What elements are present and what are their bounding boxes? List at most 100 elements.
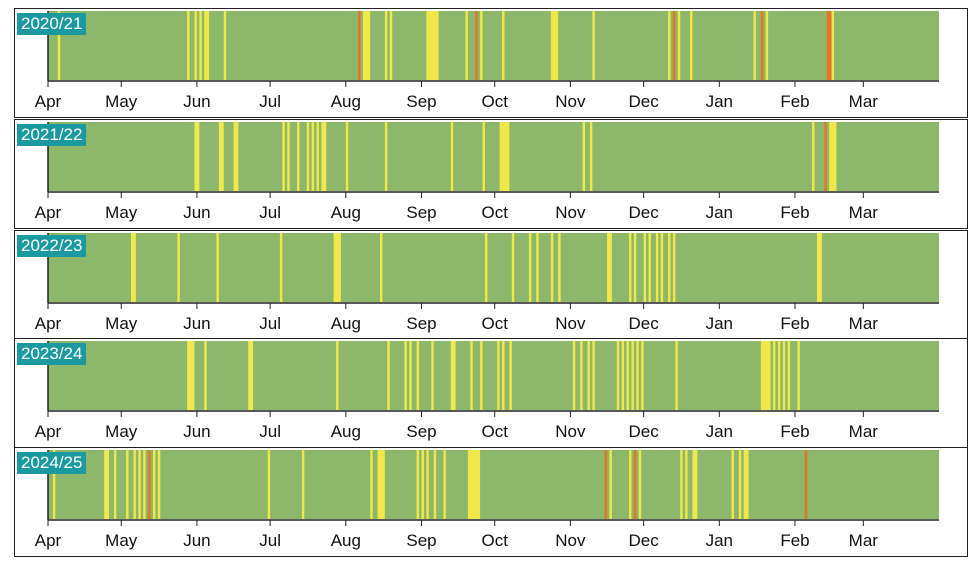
month-tick-label: May (105, 531, 138, 550)
month-tick-label: May (105, 203, 138, 222)
orange-event-bar (148, 450, 151, 519)
year-panel: Apr May Jun Jul Aug Sep Oct Nov Dec Jan Feb Mar 2023… (14, 338, 968, 448)
yellow-event-bar (628, 450, 632, 519)
yellow-event-bar (267, 450, 271, 519)
month-tick-label: Jan (706, 422, 733, 441)
yellow-event-bar (587, 341, 590, 410)
orange-event-bar (633, 450, 637, 519)
yellow-event-bar (470, 341, 473, 410)
yellow-event-bar (484, 233, 488, 302)
yellow-event-bar (377, 450, 385, 519)
yellow-event-bar (379, 233, 383, 302)
month-tick-label: Oct (481, 92, 508, 111)
month-tick-label: May (105, 92, 138, 111)
yellow-event-bar (580, 341, 583, 410)
month-tick-label: May (105, 422, 138, 441)
month-tick-label: Sep (406, 92, 436, 111)
yellow-event-bar (509, 341, 512, 410)
yellow-event-bar (572, 341, 576, 410)
year-panel: Apr May Jun Jul Aug Sep Oct Nov Dec Jan Feb Mar 2022… (14, 230, 968, 340)
yellow-event-bar (194, 11, 197, 80)
yellow-event-bar (204, 11, 210, 80)
year-panel: Apr May Jun Jul Aug Sep Oct Nov Dec Jan Feb Mar 2024… (14, 447, 968, 557)
yellow-event-bar (52, 450, 56, 519)
month-tick-label: Feb (780, 314, 809, 333)
month-tick-label: Dec (629, 314, 660, 333)
green-background-band (48, 341, 939, 410)
yellow-event-bar (426, 450, 429, 519)
orange-event-bar (672, 11, 676, 80)
yellow-event-bar (829, 122, 837, 191)
yellow-event-bar (760, 341, 771, 410)
yellow-event-bar (389, 11, 393, 80)
orange-event-bar (760, 11, 764, 80)
month-tick-label: Sep (406, 203, 436, 222)
yellow-event-bar (131, 233, 136, 302)
month-tick-label: Apr (35, 422, 62, 441)
yellow-event-bar (248, 341, 254, 410)
yellow-event-bar (550, 11, 559, 80)
yellow-event-bar (638, 450, 642, 519)
yellow-event-bar (404, 341, 407, 410)
yellow-event-bar (301, 450, 305, 519)
month-tick-label: Nov (555, 203, 586, 222)
month-tick-label: Dec (629, 92, 660, 111)
yellow-event-bar (609, 450, 612, 519)
yellow-event-bar (296, 122, 300, 191)
yellow-event-bar (450, 122, 454, 191)
yellow-event-bar (782, 341, 786, 410)
yellow-event-bar (152, 450, 156, 519)
yellow-event-bar (607, 233, 612, 302)
month-tick-label: Oct (481, 203, 508, 222)
yellow-event-bar (387, 341, 390, 410)
yellow-event-bar (177, 233, 180, 302)
month-tick-label: Apr (35, 203, 62, 222)
yellow-event-bar (731, 450, 734, 519)
month-tick-label: Mar (849, 531, 879, 550)
year-panel: Apr May Jun Jul Aug Sep Oct Nov Dec Jan Feb Mar 2020… (14, 8, 968, 118)
month-tick-label: Aug (331, 531, 361, 550)
yellow-event-bar (499, 122, 510, 191)
yellow-event-bar (633, 233, 637, 302)
yellow-event-bar (773, 341, 776, 410)
month-tick-label: Apr (35, 531, 62, 550)
yellow-event-bar (621, 341, 625, 410)
month-tick-label: Feb (780, 92, 809, 111)
green-background-band (48, 11, 939, 80)
month-tick-label: Jul (259, 203, 281, 222)
year-panel-plot: Apr May Jun Jul Aug Sep Oct Nov Dec Jan Feb Mar (35, 450, 939, 550)
green-background-band (48, 122, 939, 191)
month-tick-label: Nov (555, 92, 586, 111)
yellow-event-bar (333, 233, 341, 302)
yellow-event-bar (199, 11, 202, 80)
yellow-event-bar (536, 233, 539, 302)
yellow-event-bar (777, 341, 781, 410)
month-tick-label: Sep (406, 531, 436, 550)
orange-event-bar (804, 450, 808, 519)
orange-event-bar (826, 11, 832, 80)
yellow-event-bar (187, 341, 195, 410)
yellow-event-bar (502, 11, 505, 80)
month-tick-label: Jan (706, 92, 733, 111)
yellow-event-bar (675, 341, 678, 410)
month-tick-label: Mar (849, 422, 879, 441)
yellow-event-bar (443, 450, 446, 519)
yellow-event-bar (345, 122, 349, 191)
yellow-event-bar (482, 122, 485, 191)
yellow-event-bar (384, 122, 388, 191)
month-tick-label: Oct (481, 531, 508, 550)
yellow-event-bar (370, 450, 373, 519)
month-tick-label: Sep (406, 314, 436, 333)
month-tick-label: Aug (331, 92, 361, 111)
yellow-event-bar (797, 341, 800, 410)
yellow-event-bar (384, 11, 388, 80)
month-tick-label: Dec (629, 203, 660, 222)
yellow-event-bar (582, 122, 586, 191)
yellow-event-bar (362, 11, 371, 80)
year-panel-plot: Apr May Jun Jul Aug Sep Oct Nov Dec Jan Feb Mar (35, 11, 939, 111)
month-tick-label: Oct (481, 422, 508, 441)
year-panel-plot: Apr May Jun Jul Aug Sep Oct Nov Dec Jan Feb Mar (35, 341, 939, 441)
yellow-event-bar (680, 450, 683, 519)
month-tick-label: Jan (706, 203, 733, 222)
yellow-event-bar (643, 233, 647, 302)
